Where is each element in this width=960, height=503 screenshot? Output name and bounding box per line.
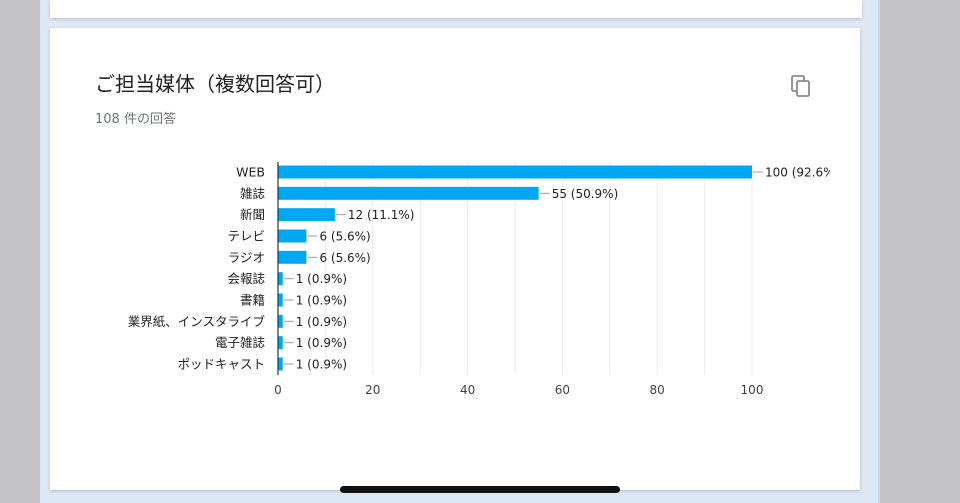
question-summary-card: [50, 28, 860, 490]
data-label: 1 (0.9%): [296, 293, 347, 307]
response-count: 108 件の回答: [95, 112, 176, 127]
bar: [278, 293, 283, 307]
x-tick-label: 80: [650, 383, 665, 397]
question-title: ご担当媒体（複数回答可）: [95, 72, 335, 96]
data-label: 1 (0.9%): [296, 357, 347, 371]
bar: [278, 229, 307, 243]
bar: [278, 272, 283, 286]
category-label: WEB: [236, 165, 265, 180]
x-tick-label: 20: [365, 383, 380, 397]
bar: [278, 165, 752, 179]
bar: [278, 314, 283, 328]
data-label: 6 (5.6%): [319, 229, 370, 243]
home-indicator: [340, 486, 620, 493]
data-label: 1 (0.9%): [296, 315, 347, 329]
data-label: 6 (5.6%): [319, 251, 370, 265]
data-label: 12 (11.1%): [348, 208, 415, 222]
category-label: ラジオ: [228, 250, 265, 265]
copy-icon[interactable]: [790, 74, 812, 98]
data-label: 1 (0.9%): [296, 336, 347, 350]
data-label: 100 (92.6%: [765, 166, 830, 180]
category-label: 会報誌: [227, 271, 265, 286]
x-tick-label: 40: [460, 383, 475, 397]
bar: [278, 357, 283, 371]
data-label: 55 (50.9%): [552, 187, 619, 201]
bar-chart: WEB 100 (92.6% 雑誌 55 (50.9%) 新聞 12 (11.1%) テレビ…: [128, 162, 830, 397]
data-label: 1 (0.9%): [296, 272, 347, 286]
x-tick-label: 60: [555, 383, 570, 397]
category-label: 新聞: [240, 207, 265, 222]
category-label: 書籍: [240, 292, 265, 307]
x-tick-label: 100: [741, 383, 764, 397]
bar: [278, 336, 283, 350]
category-label: 電子雑誌: [215, 335, 266, 350]
bar: [278, 250, 307, 264]
x-tick-label: 0: [274, 383, 282, 397]
category-label: ポッドキャスト: [177, 356, 265, 371]
bar: [278, 208, 335, 222]
previous-question-card: [50, 0, 862, 18]
category-label: 業界紙、インスタライブ: [128, 314, 266, 329]
category-label: テレビ: [227, 228, 265, 243]
bar: [278, 186, 539, 200]
category-label: 雑誌: [240, 186, 266, 201]
